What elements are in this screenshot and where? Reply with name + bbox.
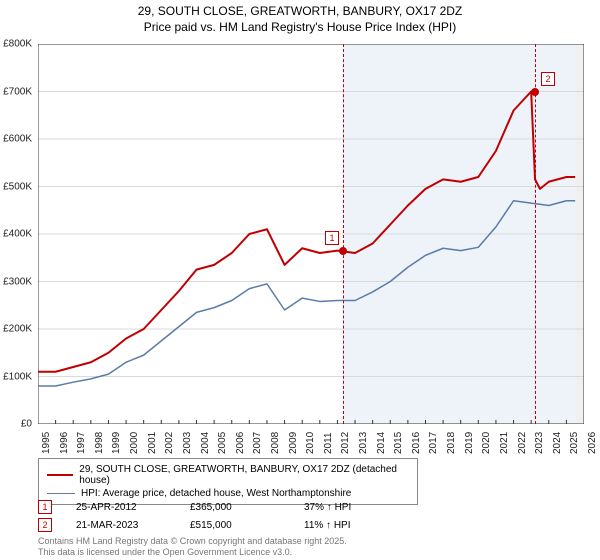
price-marker-dot xyxy=(531,88,539,96)
marker-table-badge: 1 xyxy=(38,500,52,514)
footer-line-2: This data is licensed under the Open Gov… xyxy=(38,547,347,558)
x-axis-tick-label: 2019 xyxy=(464,432,475,454)
legend-item: 29, SOUTH CLOSE, GREATWORTH, BANBURY, OX… xyxy=(47,463,409,487)
x-axis-tick-label: 2025 xyxy=(569,432,580,454)
chart-area: £0£100K£200K£300K£400K£500K£600K£700K£80… xyxy=(38,44,584,424)
price-marker-badge: 1 xyxy=(325,231,339,245)
x-axis-tick-label: 1999 xyxy=(111,432,122,454)
marker-date: 21-MAR-2023 xyxy=(76,520,166,531)
marker-table: 1 25-APR-2012 £365,000 37% ↑ HPI 2 21-MAR-202… xyxy=(38,498,394,534)
y-axis-tick-label: £200K xyxy=(0,324,32,335)
x-axis-tick-label: 2010 xyxy=(305,432,316,454)
marker-table-row: 1 25-APR-2012 £365,000 37% ↑ HPI xyxy=(38,498,394,516)
chart-title-block: 29, SOUTH CLOSE, GREATWORTH, BANBURY, OX… xyxy=(0,0,600,35)
x-axis-tick-label: 2007 xyxy=(252,432,263,454)
price-marker-line xyxy=(535,44,536,424)
title-line-1: 29, SOUTH CLOSE, GREATWORTH, BANBURY, OX… xyxy=(0,4,600,20)
x-axis-tick-label: 2000 xyxy=(129,432,140,454)
x-axis-tick-label: 2009 xyxy=(288,432,299,454)
x-axis-tick-label: 2012 xyxy=(340,432,351,454)
x-axis-tick-label: 2016 xyxy=(411,432,422,454)
y-axis-tick-label: £100K xyxy=(0,371,32,382)
y-axis-tick-label: £800K xyxy=(0,39,32,50)
marker-delta: 11% ↑ HPI xyxy=(304,520,394,531)
footer-line-1: Contains HM Land Registry data © Crown c… xyxy=(38,536,347,547)
y-axis-tick-label: £300K xyxy=(0,276,32,287)
x-axis-tick-label: 2017 xyxy=(428,432,439,454)
legend-label: 29, SOUTH CLOSE, GREATWORTH, BANBURY, OX… xyxy=(79,464,409,486)
x-axis-tick-label: 2013 xyxy=(358,432,369,454)
marker-price: £365,000 xyxy=(190,502,280,513)
x-axis-tick-label: 2004 xyxy=(200,432,211,454)
x-axis-tick-label: 2006 xyxy=(235,432,246,454)
x-axis-tick-label: 2003 xyxy=(182,432,193,454)
x-axis-tick-label: 1997 xyxy=(76,432,87,454)
price-marker-line xyxy=(343,44,344,424)
x-axis-tick-label: 2001 xyxy=(147,432,158,454)
x-axis-tick-label: 2021 xyxy=(499,432,510,454)
x-axis-tick-label: 2011 xyxy=(323,432,334,454)
x-axis-tick-label: 2002 xyxy=(164,432,175,454)
x-axis-tick-label: 2024 xyxy=(552,432,563,454)
x-axis-tick-label: 1996 xyxy=(59,432,70,454)
marker-date: 25-APR-2012 xyxy=(76,502,166,513)
y-axis-tick-label: £500K xyxy=(0,181,32,192)
footer-attribution: Contains HM Land Registry data © Crown c… xyxy=(38,536,347,558)
y-axis-tick-label: £700K xyxy=(0,86,32,97)
x-axis-tick-label: 1995 xyxy=(41,432,52,454)
legend-swatch xyxy=(47,493,75,494)
marker-table-row: 2 21-MAR-2023 £515,000 11% ↑ HPI xyxy=(38,516,394,534)
x-axis-tick-label: 2023 xyxy=(534,432,545,454)
x-axis-tick-label: 2026 xyxy=(587,432,598,454)
x-axis-tick-label: 2018 xyxy=(446,432,457,454)
chart-svg xyxy=(38,44,584,424)
x-axis-tick-label: 2005 xyxy=(217,432,228,454)
x-axis-tick-label: 2008 xyxy=(270,432,281,454)
y-axis-tick-label: £0 xyxy=(0,419,32,430)
y-axis-tick-label: £600K xyxy=(0,134,32,145)
x-axis-tick-label: 2022 xyxy=(517,432,528,454)
marker-price: £515,000 xyxy=(190,520,280,531)
marker-table-badge: 2 xyxy=(38,518,52,532)
x-axis-tick-label: 2014 xyxy=(376,432,387,454)
marker-delta: 37% ↑ HPI xyxy=(304,502,394,513)
title-line-2: Price paid vs. HM Land Registry's House … xyxy=(0,20,600,36)
x-axis-tick-label: 1998 xyxy=(94,432,105,454)
y-axis-tick-label: £400K xyxy=(0,229,32,240)
price-marker-dot xyxy=(339,247,347,255)
price-marker-badge: 2 xyxy=(541,72,555,86)
legend-swatch xyxy=(47,474,73,476)
x-axis-tick-label: 2015 xyxy=(393,432,404,454)
x-axis-tick-label: 2020 xyxy=(481,432,492,454)
